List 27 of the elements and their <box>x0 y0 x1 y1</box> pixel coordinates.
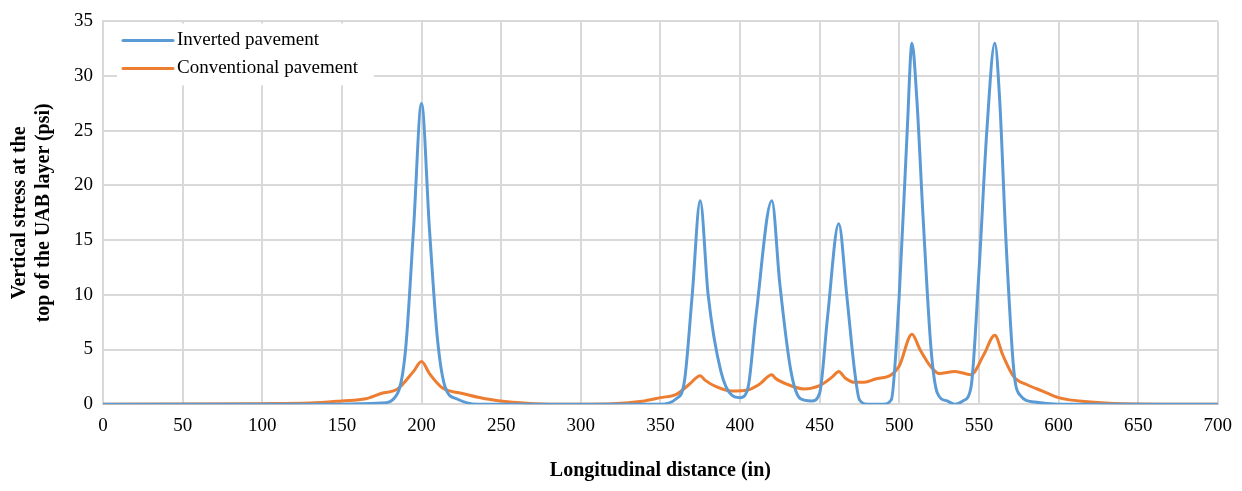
x-tick-label: 50 <box>173 413 193 435</box>
x-tick-label: 150 <box>327 413 357 435</box>
legend-label: Inverted pavement <box>177 28 320 50</box>
x-tick-label: 600 <box>1044 413 1073 435</box>
y-tick-label: 25 <box>74 118 93 140</box>
y-tick-label: 5 <box>83 337 93 359</box>
y-tick-label: 10 <box>74 282 93 304</box>
x-tick-label: 200 <box>407 413 436 435</box>
y-tick-label: 20 <box>74 173 93 195</box>
x-tick-label: 100 <box>248 413 277 435</box>
x-tick-label: 550 <box>964 413 994 435</box>
y-tick-label: 30 <box>74 64 93 86</box>
x-tick-label: 700 <box>1203 413 1232 435</box>
x-axis-title: Longitudinal distance (in) <box>549 458 771 482</box>
y-tick-label: 35 <box>74 9 93 31</box>
y-axis-title: Vertical stress at the top of the UAB layer (psi) <box>7 103 55 323</box>
y-tick-label: 15 <box>74 228 93 250</box>
x-tick-label: 650 <box>1123 413 1153 435</box>
y-tick-label: 0 <box>83 392 93 414</box>
x-tick-label: 300 <box>566 413 595 435</box>
x-tick-label: 0 <box>98 413 108 435</box>
x-tick-label: 350 <box>646 413 675 435</box>
x-tick-label: 500 <box>885 413 914 435</box>
x-tick-label: 250 <box>486 413 516 435</box>
x-tick-label: 400 <box>725 413 755 435</box>
legend-label: Conventional pavement <box>177 56 359 78</box>
x-tick-label: 450 <box>805 413 834 435</box>
